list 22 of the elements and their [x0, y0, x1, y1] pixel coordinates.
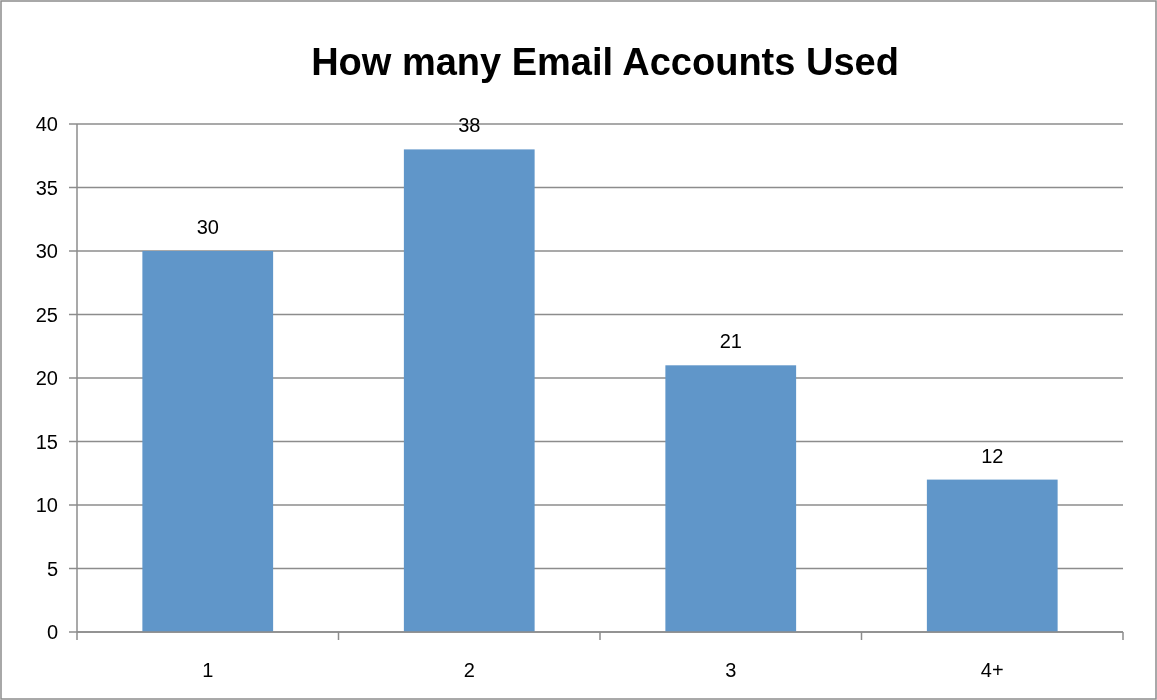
- x-tick-label: 1: [202, 659, 214, 681]
- y-tick-label: 35: [35, 176, 58, 199]
- data-label: 21: [719, 330, 742, 353]
- y-tick-label: 30: [35, 240, 58, 262]
- y-tick-label: 5: [46, 557, 58, 580]
- y-tick-label: 10: [35, 494, 58, 516]
- data-label: 30: [196, 216, 219, 238]
- y-tick-label: 25: [35, 303, 58, 326]
- bar: [142, 251, 274, 632]
- x-tick-label: 3: [725, 659, 737, 681]
- y-tick-label: 15: [35, 430, 58, 453]
- bar: [403, 149, 535, 632]
- x-tick-label: 4+: [980, 659, 1004, 681]
- y-tick-label: 40: [35, 113, 58, 135]
- y-tick-label: 0: [46, 621, 58, 643]
- bar: [926, 479, 1058, 632]
- y-tick-label: 20: [35, 367, 58, 389]
- x-tick-label: 2: [463, 659, 475, 681]
- data-label: 38: [458, 114, 481, 137]
- chart-title: How many Email Accounts Used: [311, 41, 899, 83]
- bar: [665, 365, 797, 632]
- data-label: 12: [981, 444, 1004, 467]
